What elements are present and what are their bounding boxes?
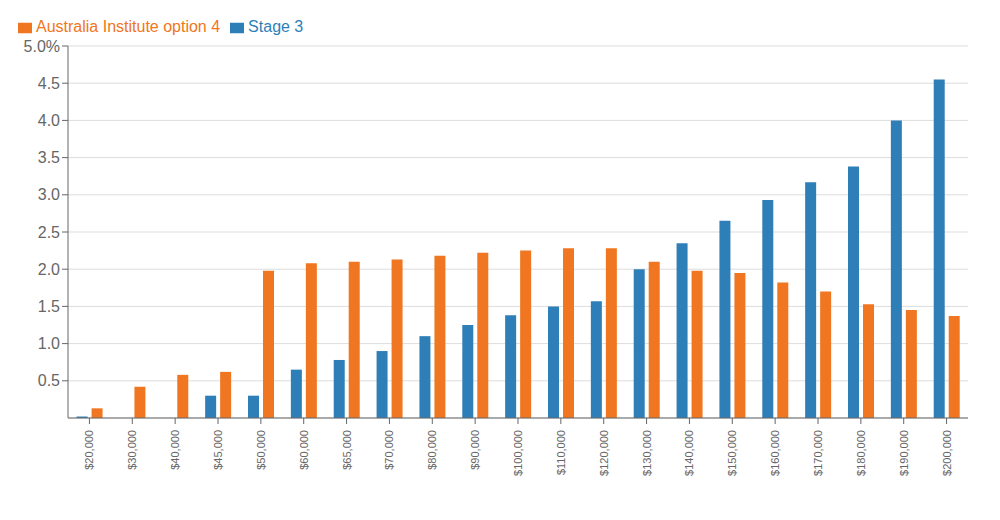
svg-text:1.5: 1.5 — [38, 298, 60, 315]
svg-text:$90,000: $90,000 — [469, 430, 481, 470]
svg-text:$65,000: $65,000 — [341, 430, 353, 470]
svg-text:$130,000: $130,000 — [641, 430, 653, 476]
svg-text:2.0: 2.0 — [38, 261, 60, 278]
svg-text:4.5: 4.5 — [38, 75, 60, 92]
svg-text:$80,000: $80,000 — [426, 430, 438, 470]
svg-text:$100,000: $100,000 — [512, 430, 524, 476]
svg-text:$170,000: $170,000 — [812, 430, 824, 476]
html-text:Stage 3: Stage 3 — [248, 18, 304, 35]
svg-text:$140,000: $140,000 — [683, 430, 695, 476]
svg-text:$20,000: $20,000 — [83, 430, 95, 470]
svg-text:$40,000: $40,000 — [169, 430, 181, 470]
svg-text:$180,000: $180,000 — [855, 430, 867, 476]
svg-text:$110,000: $110,000 — [555, 430, 567, 475]
svg-text:$190,000: $190,000 — [898, 430, 910, 476]
svg-text:0.5: 0.5 — [38, 372, 60, 389]
svg-text:$160,000: $160,000 — [769, 430, 781, 476]
svg-text:3.0: 3.0 — [38, 186, 60, 203]
svg-text:$30,000: $30,000 — [126, 430, 138, 470]
svg-text:5.0%: 5.0% — [24, 38, 60, 55]
svg-text:$150,000: $150,000 — [726, 430, 738, 476]
svg-text:1.0: 1.0 — [38, 335, 60, 352]
svg-text:$200,000: $200,000 — [941, 430, 953, 476]
svg-text:4.0: 4.0 — [38, 112, 60, 129]
svg-text:$60,000: $60,000 — [298, 430, 310, 470]
html-text:Australia Institute option 4: Australia Institute option 4 — [36, 18, 221, 35]
svg-text:2.5: 2.5 — [38, 224, 60, 241]
svg-text:$120,000: $120,000 — [598, 430, 610, 476]
svg-text:$50,000: $50,000 — [255, 430, 267, 470]
svg-text:$45,000: $45,000 — [212, 430, 224, 470]
svg-text:$70,000: $70,000 — [383, 430, 395, 470]
svg-text:3.5: 3.5 — [38, 149, 60, 166]
